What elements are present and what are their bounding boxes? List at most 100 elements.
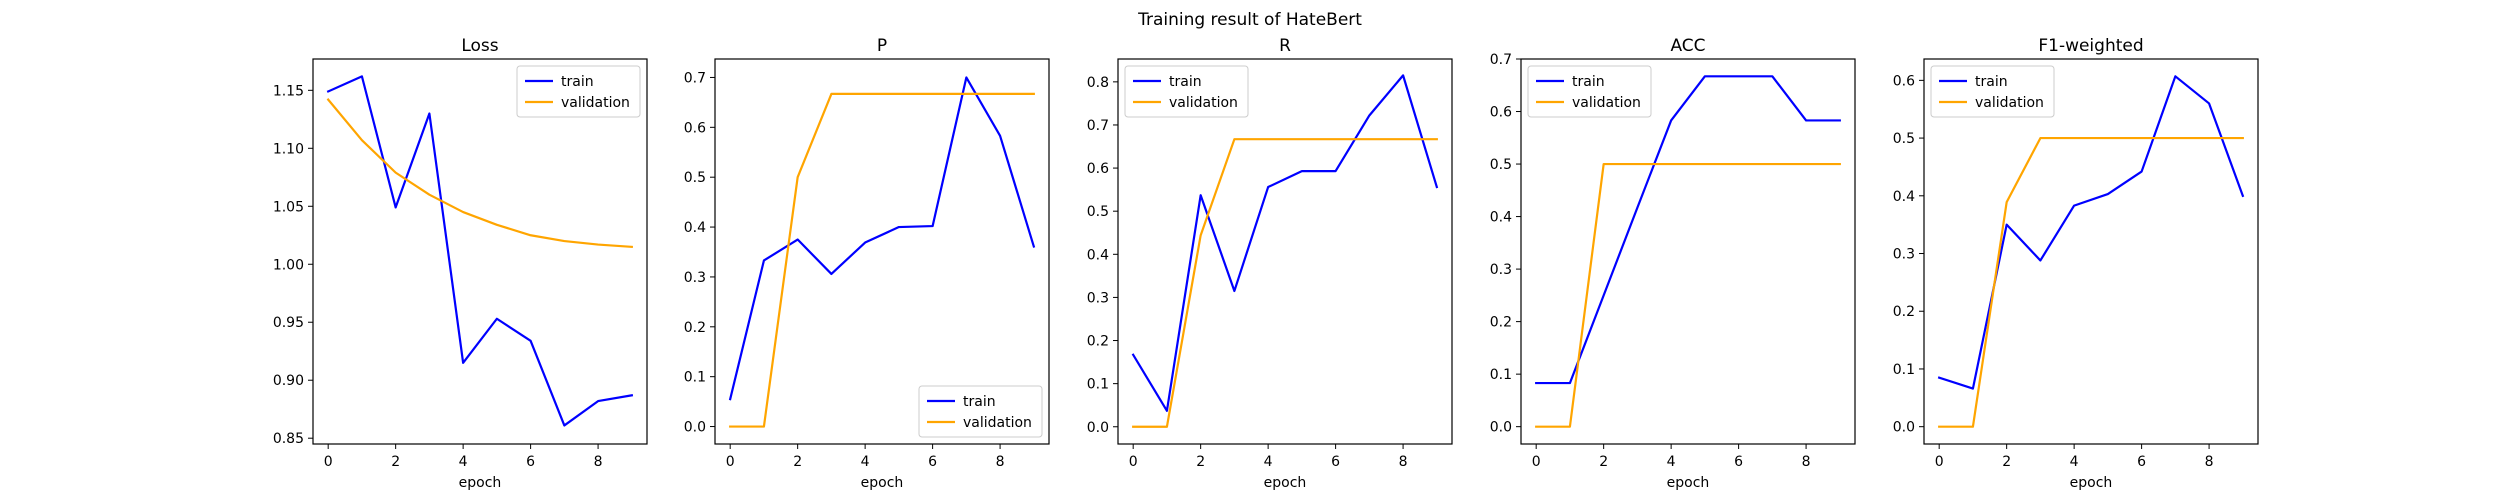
series-line-train	[1131, 74, 1439, 412]
x-tick-label: 0	[324, 454, 333, 470]
y-tick-label: 0.7	[684, 70, 706, 86]
x-tick-label: 4	[459, 454, 468, 470]
chart-panel-1: Loss 0 2 4 6 8 0.85 0.90 0.95 1.00 1.05 1.10 1.15 epo…	[273, 36, 648, 491]
y-tick-label: 0.5	[1490, 157, 1512, 173]
legend-label-train: train	[1975, 74, 2008, 90]
plot-frame	[1923, 58, 2259, 445]
x-tick-label: 4	[1667, 454, 1676, 470]
y-tick-label: 0.85	[273, 431, 304, 447]
legend-label-train: train	[1572, 74, 1605, 90]
chart-title: Loss	[461, 36, 498, 56]
y-tick-label: 0.3	[1087, 290, 1109, 306]
x-tick-label: 6	[1331, 454, 1340, 470]
y-tick-label: 0.5	[1893, 131, 1915, 147]
y-tick-label: 0.1	[1893, 362, 1915, 378]
y-tick-label: 0.4	[1087, 247, 1109, 263]
series-line-validation	[1938, 136, 2244, 428]
chart-title: R	[1279, 36, 1291, 56]
y-tick-label: 0.4	[684, 220, 706, 236]
y-tick-label: 0.6	[1893, 73, 1915, 89]
y-tick-label: 0.1	[1087, 377, 1109, 393]
legend-label-validation: validation	[1975, 95, 2044, 111]
x-tick-label: 2	[793, 454, 802, 470]
chart-panel-4: ACC 0 2 4 6 8 0.0 0.1 0.2 0.3 0.4 0.5 0.6 0.7 epoch tra…	[1490, 36, 1856, 491]
y-tick-label: 0.0	[1490, 420, 1512, 436]
y-tick-label: 0.90	[273, 373, 304, 389]
legend: train validation	[1124, 65, 1249, 118]
y-tick-label: 0.2	[1490, 315, 1512, 331]
y-tick-label: 0.5	[1087, 204, 1109, 220]
y-tick-label: 0.6	[1087, 161, 1109, 177]
x-tick-label: 6	[928, 454, 937, 470]
legend-label-validation: validation	[963, 415, 1032, 431]
legend: train validation	[918, 385, 1043, 438]
y-tick-label: 0.1	[1490, 367, 1512, 383]
x-tick-label: 6	[2137, 454, 2146, 470]
series-line-train	[326, 75, 634, 427]
x-axis-label: epoch	[459, 475, 502, 491]
y-tick-label: 0.2	[1893, 304, 1915, 320]
plot-frame	[312, 58, 648, 445]
y-tick-label: 0.4	[1490, 210, 1512, 226]
y-tick-label: 0.0	[1893, 420, 1915, 436]
y-tick-label: 0.0	[1087, 420, 1109, 436]
x-tick-label: 2	[1599, 454, 1608, 470]
figure-title: Training result of HateBert	[1137, 10, 1362, 30]
chart-title: P	[877, 36, 887, 56]
x-tick-label: 2	[1196, 454, 1205, 470]
y-tick-label: 1.05	[273, 199, 304, 215]
x-tick-label: 8	[1802, 454, 1811, 470]
chart-title: F1-weighted	[2038, 36, 2143, 56]
chart-panel-5: F1-weighted 0 2 4 6 8 0.0 0.1 0.2 0.3 0.4 0.5 0.6 epo…	[1893, 36, 2259, 491]
series-line-validation	[729, 92, 1035, 428]
series-line-validation	[1132, 138, 1438, 428]
x-tick-label: 4	[861, 454, 870, 470]
y-tick-label: 0.7	[1490, 52, 1512, 68]
y-tick-label: 0.7	[1087, 118, 1109, 134]
legend-box	[1527, 65, 1652, 118]
y-tick-label: 0.6	[684, 120, 706, 136]
x-tick-label: 8	[996, 454, 1005, 470]
legend-label-validation: validation	[1169, 95, 1238, 111]
x-tick-label: 8	[594, 454, 603, 470]
legend-label-train: train	[561, 74, 594, 90]
y-tick-label: 0.3	[684, 270, 706, 286]
chart-title: ACC	[1670, 36, 1705, 56]
y-tick-label: 0.3	[1893, 247, 1915, 263]
series-line-train	[728, 76, 1036, 401]
x-tick-label: 8	[1399, 454, 1408, 470]
plot-frame	[714, 58, 1050, 445]
x-tick-label: 4	[2070, 454, 2079, 470]
y-tick-label: 0.0	[684, 420, 706, 436]
y-tick-label: 0.1	[684, 370, 706, 386]
y-tick-label: 0.6	[1490, 105, 1512, 121]
x-tick-label: 6	[526, 454, 535, 470]
x-tick-label: 0	[726, 454, 735, 470]
y-tick-label: 1.00	[273, 257, 304, 273]
y-tick-label: 1.10	[273, 141, 304, 157]
x-tick-label: 4	[1264, 454, 1273, 470]
x-axis-label: epoch	[861, 475, 904, 491]
legend-box	[1930, 65, 2055, 118]
chart-panel-2: P 0 2 4 6 8 0.0 0.1 0.2 0.3 0.4 0.5 0.6 0.7 epoch train…	[684, 36, 1050, 491]
y-tick-label: 0.2	[1087, 334, 1109, 350]
x-tick-label: 2	[391, 454, 400, 470]
legend: train validation	[1527, 65, 1652, 118]
x-tick-label: 6	[1734, 454, 1743, 470]
legend: train validation	[1930, 65, 2055, 118]
legend-box	[918, 385, 1043, 438]
x-tick-label: 0	[1532, 454, 1541, 470]
y-tick-label: 0.5	[684, 170, 706, 186]
y-tick-label: 0.2	[684, 320, 706, 336]
x-tick-label: 2	[2002, 454, 2011, 470]
x-axis-label: epoch	[2070, 475, 2113, 491]
legend-label-train: train	[1169, 74, 1202, 90]
series-line-validation	[1535, 162, 1841, 428]
y-tick-label: 0.3	[1490, 262, 1512, 278]
plot-frame	[1520, 58, 1856, 445]
legend: train validation	[516, 65, 641, 118]
plot-frame	[1117, 58, 1453, 445]
x-axis-label: epoch	[1667, 475, 1710, 491]
x-tick-label: 0	[1129, 454, 1138, 470]
